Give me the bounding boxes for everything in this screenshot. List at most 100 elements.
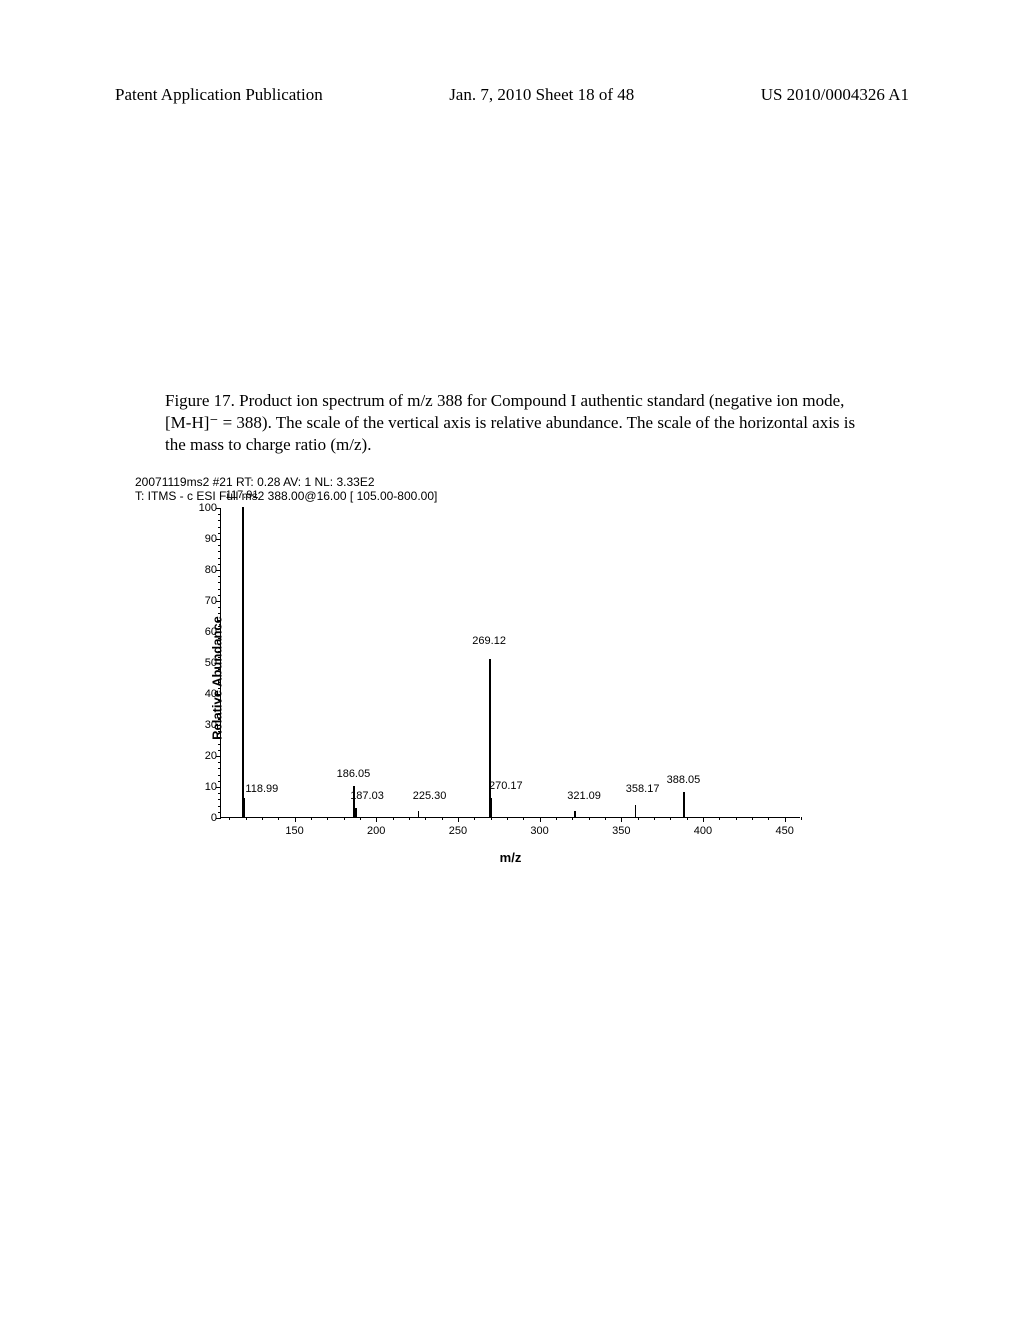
spectrum-peak — [635, 805, 637, 817]
x-tick-minor — [768, 817, 769, 820]
y-tick-minor — [218, 551, 221, 552]
x-tick-minor — [801, 817, 802, 820]
figure-caption: Figure 17. Product ion spectrum of m/z 3… — [165, 390, 865, 456]
x-tick-label: 450 — [775, 825, 793, 837]
spectrum-peak — [244, 798, 246, 817]
y-tick-label: 100 — [191, 502, 217, 514]
y-tick-minor — [218, 589, 221, 590]
y-tick-minor — [218, 744, 221, 745]
x-tick-mark — [785, 817, 786, 822]
x-tick-minor — [687, 817, 688, 820]
y-tick-minor — [218, 644, 221, 645]
spectrum-peak — [574, 811, 576, 817]
x-axis-label: m/z — [500, 850, 522, 865]
scan-line-2: T: ITMS - c ESI Full ms2 388.00@16.00 [ … — [135, 489, 437, 503]
peak-label: 186.05 — [337, 768, 371, 780]
y-tick-minor — [218, 737, 221, 738]
peak-label: 270.17 — [489, 780, 523, 792]
y-tick-minor — [218, 731, 221, 732]
y-tick-minor — [218, 750, 221, 751]
x-tick-minor — [638, 817, 639, 820]
x-tick-minor — [474, 817, 475, 820]
x-tick-minor — [752, 817, 753, 820]
y-tick-label: 80 — [191, 564, 217, 576]
x-tick-minor — [278, 817, 279, 820]
x-tick-minor — [670, 817, 671, 820]
x-tick-minor — [523, 817, 524, 820]
y-tick-minor — [218, 762, 221, 763]
y-tick-label: 0 — [191, 812, 217, 824]
y-tick-minor — [218, 620, 221, 621]
header-center: Jan. 7, 2010 Sheet 18 of 48 — [449, 85, 634, 105]
y-tick-minor — [218, 812, 221, 813]
x-tick-minor — [736, 817, 737, 820]
x-tick-minor — [572, 817, 573, 820]
x-tick-minor — [589, 817, 590, 820]
x-tick-mark — [703, 817, 704, 822]
x-tick-minor — [360, 817, 361, 820]
x-tick-minor — [246, 817, 247, 820]
peak-label: 269.12 — [472, 635, 506, 647]
y-tick-minor — [218, 793, 221, 794]
y-tick-minor — [218, 626, 221, 627]
x-tick-minor — [327, 817, 328, 820]
y-tick-minor — [218, 564, 221, 565]
x-tick-minor — [229, 817, 230, 820]
y-tick-label: 40 — [191, 688, 217, 700]
peak-label: 118.99 — [245, 783, 278, 795]
y-tick-minor — [218, 607, 221, 608]
spectrum-peak — [418, 811, 420, 817]
x-tick-mark — [376, 817, 377, 822]
header-right: US 2010/0004326 A1 — [761, 85, 909, 105]
y-tick-minor — [218, 775, 221, 776]
y-tick-minor — [218, 582, 221, 583]
y-tick-minor — [218, 613, 221, 614]
y-tick-minor — [218, 675, 221, 676]
x-tick-minor — [556, 817, 557, 820]
x-tick-label: 300 — [530, 825, 548, 837]
x-tick-minor — [344, 817, 345, 820]
peak-label: 388.05 — [667, 774, 701, 786]
spectrum-peak — [683, 792, 685, 817]
spectrum-peak — [489, 659, 491, 817]
y-tick-minor — [218, 768, 221, 769]
y-tick-minor — [218, 545, 221, 546]
x-tick-minor — [409, 817, 410, 820]
peak-label: 225.30 — [413, 790, 447, 802]
spectrum-peak — [242, 507, 244, 817]
y-tick-minor — [218, 520, 221, 521]
x-tick-label: 200 — [367, 825, 385, 837]
y-tick-minor — [218, 719, 221, 720]
spectrum-peak — [355, 808, 357, 817]
y-tick-minor — [218, 651, 221, 652]
y-tick-label: 70 — [191, 595, 217, 607]
x-tick-label: 250 — [449, 825, 467, 837]
x-tick-mark — [458, 817, 459, 822]
x-tick-minor — [425, 817, 426, 820]
y-tick-minor — [218, 576, 221, 577]
y-tick-minor — [218, 713, 221, 714]
y-tick-minor — [218, 638, 221, 639]
x-tick-minor — [311, 817, 312, 820]
y-tick-minor — [218, 682, 221, 683]
y-tick-minor — [218, 595, 221, 596]
scan-metadata: 20071119ms2 #21 RT: 0.28 AV: 1 NL: 3.33E… — [135, 475, 437, 503]
x-tick-label: 350 — [612, 825, 630, 837]
y-tick-minor — [218, 514, 221, 515]
spectrum-peak — [491, 798, 493, 817]
y-tick-minor — [218, 806, 221, 807]
peak-label: 117.91 — [226, 489, 259, 501]
x-tick-minor — [719, 817, 720, 820]
y-tick-minor — [218, 657, 221, 658]
y-tick-minor — [218, 669, 221, 670]
y-tick-minor — [218, 781, 221, 782]
x-tick-label: 150 — [285, 825, 303, 837]
x-tick-mark — [621, 817, 622, 822]
x-tick-label: 400 — [694, 825, 712, 837]
plot-area: m/z 010203040506070809010015020025030035… — [220, 508, 800, 818]
x-tick-minor — [393, 817, 394, 820]
x-tick-minor — [262, 817, 263, 820]
mass-spectrum-chart: Relative Abundance m/z 01020304050607080… — [180, 508, 820, 848]
x-tick-mark — [540, 817, 541, 822]
page-header: Patent Application Publication Jan. 7, 2… — [0, 85, 1024, 105]
